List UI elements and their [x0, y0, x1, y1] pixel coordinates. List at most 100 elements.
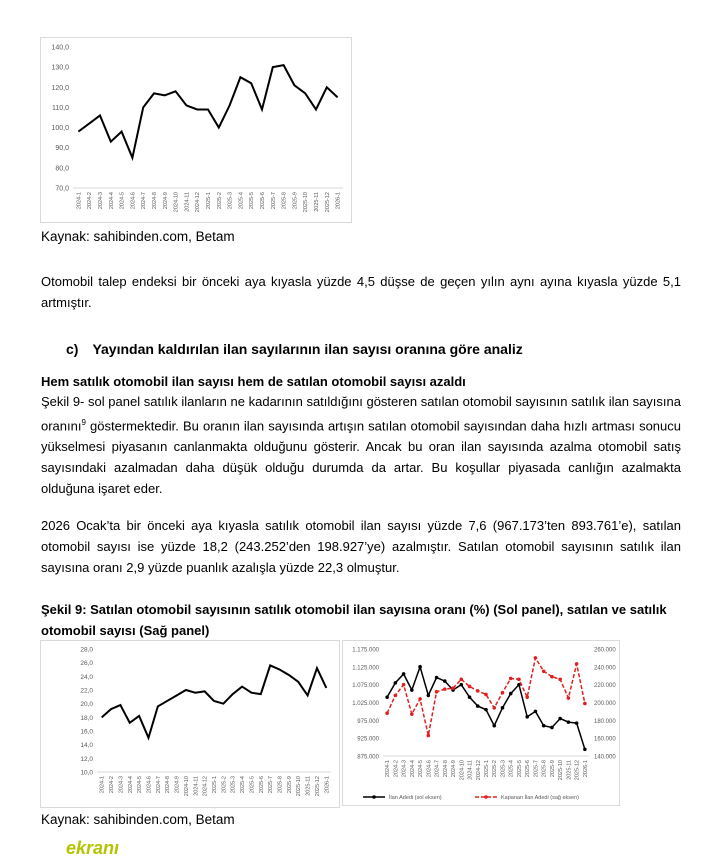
y-tick-label: 975.000: [357, 719, 379, 725]
point: [484, 692, 488, 697]
y-tick-label: 100,0: [51, 125, 69, 132]
x-tick-label: 2025-7: [533, 760, 539, 777]
x-tick-label: 2024-10: [174, 192, 180, 212]
point: [508, 676, 513, 681]
y-tick-label: 260.000: [594, 648, 616, 654]
x-tick-label: 2024-4: [410, 760, 416, 777]
x-tick-label: 2025-4: [240, 776, 246, 793]
x-tick-label: 2024-10: [184, 776, 190, 796]
x-tick-label: 2024-9: [175, 776, 181, 793]
section-marker: c): [66, 341, 79, 357]
x-tick-label: 2025-1: [206, 192, 212, 209]
x-tick-label: 2024-5: [137, 776, 143, 793]
x-tick-label: 2024-8: [152, 192, 158, 209]
point: [393, 681, 398, 685]
point: [525, 695, 529, 699]
point: [443, 679, 447, 683]
x-tick-label: 2025-5: [249, 776, 255, 793]
point: [426, 733, 431, 738]
y-tick-label: 200.000: [594, 701, 616, 707]
legend-label: İlan Adedi (sol eksen): [389, 794, 442, 801]
paragraph: Şekil 9- sol panel satılık ilanların ne …: [41, 391, 681, 499]
x-tick-label: 2024-5: [418, 760, 424, 777]
chart-ratio: 10,0 12,0 14,0 16,0 18,0 20,0 22,0 24,0 26,0 28,0…: [40, 640, 340, 808]
point: [525, 714, 529, 719]
y-tick-label: 12,0: [80, 756, 93, 763]
y-tick-label: 130,0: [51, 65, 69, 72]
y-tick-label: 1.175.000: [352, 648, 379, 654]
section-heading: c) Yayından kaldırılan ilan sayılarının i…: [66, 341, 523, 357]
y-tick-label: 18,0: [80, 715, 93, 722]
y-tick-label: 26,0: [80, 660, 93, 667]
subheading: Hem satılık otomobil ilan sayısı hem de …: [41, 374, 466, 389]
y-tick-label: 120,0: [51, 85, 69, 92]
point: [385, 695, 389, 699]
x-tick-label: 2024-1: [385, 760, 391, 777]
x-tick-label: 2025-12: [325, 192, 331, 212]
y-tick-label: 140,0: [51, 45, 69, 52]
point: [550, 725, 554, 730]
point: [550, 674, 554, 679]
paragraph: 2026 Ocak’ta bir önceki aya kıyasla satı…: [41, 518, 681, 575]
point: [401, 672, 406, 676]
point: [533, 709, 538, 714]
x-tick-label: 2026-1: [583, 760, 589, 777]
point: [583, 747, 587, 752]
x-tick-label: 2024-11: [184, 192, 190, 212]
x-tick-label: 2024-9: [451, 760, 457, 777]
point: [393, 693, 398, 698]
x-tick-label: 2024-2: [87, 192, 93, 209]
chart-listings: 875.000 925.000 975.000 1.025.000 1.075.000 1…: [342, 640, 620, 806]
x-tick-label: 2025-5: [249, 192, 255, 209]
y-tick-label: 140.000: [594, 755, 616, 761]
x-tick-label: 2025-4: [238, 192, 244, 209]
y-tick-label: 220.000: [594, 683, 616, 689]
point: [467, 695, 472, 699]
logo: ekranı: [66, 838, 120, 858]
x-tick-label: 2024-2: [109, 776, 115, 793]
y-tick-label: 70,0: [55, 186, 69, 193]
point: [410, 712, 414, 716]
y-tick-label: 925.000: [357, 737, 379, 743]
x-tick-label: 2024-6: [146, 776, 152, 793]
point: [451, 686, 455, 691]
paragraph: Otomobil talep endeksi bir önceki aya kı…: [41, 274, 681, 310]
point: [533, 656, 538, 660]
point: [467, 684, 472, 689]
x-tick-label: 2025-12: [315, 776, 321, 796]
point: [426, 693, 431, 698]
x-tick-label: 2025-12: [575, 760, 581, 780]
x-tick-label: 2025-11: [566, 760, 572, 780]
x-tick-label: 2025-8: [542, 760, 548, 777]
x-tick-label: 2024-12: [195, 192, 201, 212]
x-tick-label: 2024-8: [165, 776, 171, 793]
point: [443, 687, 447, 691]
y-tick-label: 10,0: [80, 770, 93, 777]
x-tick-label: 2025-2: [492, 760, 498, 777]
y-tick-label: 90,0: [55, 145, 69, 152]
x-tick-label: 2025-7: [271, 192, 277, 209]
x-tick-label: 2024-6: [130, 192, 136, 209]
series-line: [77, 64, 339, 162]
point: [517, 682, 521, 687]
y-tick-label: 24,0: [80, 674, 93, 681]
y-tick-label: 28,0: [80, 647, 93, 654]
section-title: Yayından kaldırılan ilan sayılarının ila…: [92, 341, 523, 357]
y-tick-label: 14,0: [80, 742, 93, 749]
point: [508, 691, 513, 696]
x-tick-label: 2026-1: [336, 192, 342, 209]
point: [492, 723, 497, 728]
x-tick-label: 2024-7: [156, 776, 162, 793]
x-tick-label: 2024-12: [476, 760, 482, 780]
x-tick-label: 2025-9: [550, 760, 556, 777]
point: [484, 707, 488, 712]
y-tick-label: 110,0: [52, 105, 69, 112]
series-line: [101, 664, 328, 741]
x-tick-label: 2025-10: [296, 776, 302, 796]
source: Kaynak: sahibinden.com, Betam: [41, 229, 235, 244]
point: [574, 721, 579, 725]
point: [459, 677, 464, 682]
point: [401, 682, 406, 687]
legend-marker: [372, 795, 376, 799]
